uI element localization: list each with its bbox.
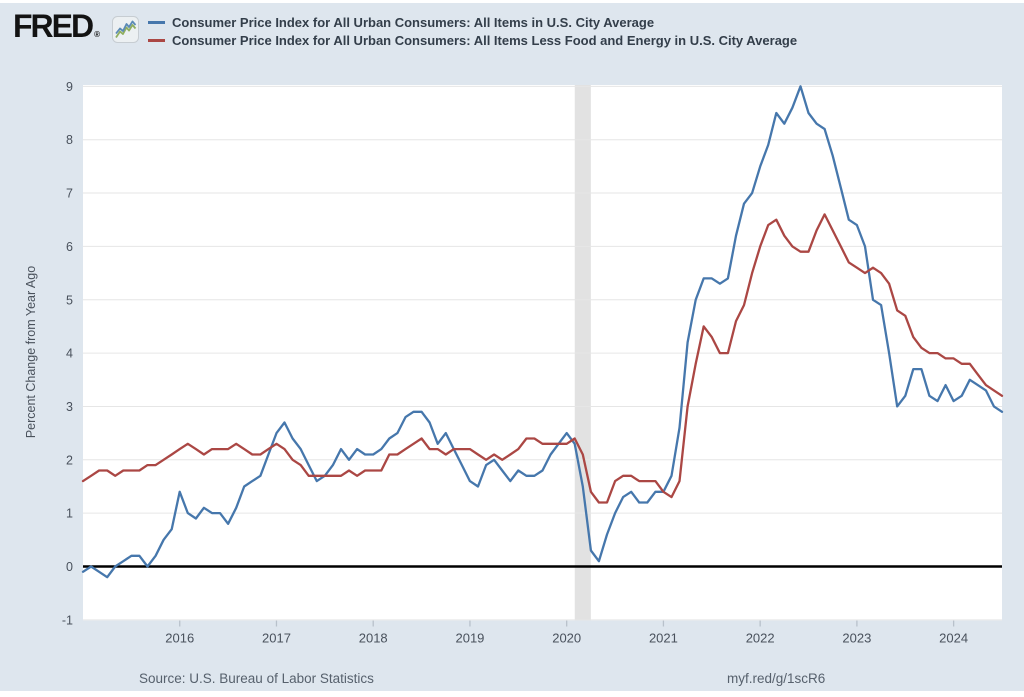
short-url: myf.red/g/1scR6 <box>727 671 826 686</box>
bottom-margin-strip <box>0 691 1024 697</box>
x-tick-label-2024: 2024 <box>939 631 968 646</box>
fred-logo: FRED ® <box>13 9 100 52</box>
y-tick-label-9: 9 <box>66 80 73 94</box>
legend-item-cpi-less-food-energy: Consumer Price Index for All Urban Consu… <box>148 31 797 49</box>
fred-sparkline-icon <box>112 16 139 43</box>
source-note: Source: U.S. Bureau of Labor Statistics <box>139 671 374 686</box>
y-tick-label-7: 7 <box>66 187 73 201</box>
x-tick-label-2017: 2017 <box>262 631 291 646</box>
y-tick-label-8: 8 <box>66 133 73 147</box>
legend-label-cpi-less-food-energy: Consumer Price Index for All Urban Consu… <box>172 32 798 48</box>
legend-swatch-cpi-less-food-energy <box>148 38 165 42</box>
x-tick-label-2023: 2023 <box>842 631 871 646</box>
legend-item-cpi-all-items: Consumer Price Index for All Urban Consu… <box>148 13 797 31</box>
cpi-all-items-line <box>81 85 1004 579</box>
y-tick-label-5: 5 <box>66 293 73 307</box>
chart-legend: Consumer Price Index for All Urban Consu… <box>148 13 797 49</box>
x-tick-label-2018: 2018 <box>359 631 388 646</box>
x-tick-label-2016: 2016 <box>165 631 194 646</box>
fred-logo-text: FRED <box>13 8 94 44</box>
y-tick-label-3: 3 <box>66 400 73 414</box>
x-tick-label-2021: 2021 <box>649 631 678 646</box>
y-tick-label--1: -1 <box>62 613 73 627</box>
cpi-less-food-energy-line <box>81 213 1004 504</box>
y-tick-label-6: 6 <box>66 240 73 254</box>
x-tick-label-2020: 2020 <box>552 631 581 646</box>
y-tick-label-0: 0 <box>66 560 73 574</box>
legend-label-cpi-all-items: Consumer Price Index for All Urban Consu… <box>172 14 655 30</box>
registered-trademark-mark: ® <box>94 30 101 39</box>
y-tick-label-2: 2 <box>66 453 73 467</box>
y-tick-label-4: 4 <box>66 347 73 361</box>
x-tick-label-2022: 2022 <box>746 631 775 646</box>
y-tick-label-1: 1 <box>66 507 73 521</box>
top-margin-strip <box>0 0 1024 3</box>
legend-swatch-cpi-all-items <box>148 20 165 24</box>
y-axis-title: Percent Change from Year Ago <box>24 265 38 439</box>
x-tick-label-2019: 2019 <box>455 631 484 646</box>
